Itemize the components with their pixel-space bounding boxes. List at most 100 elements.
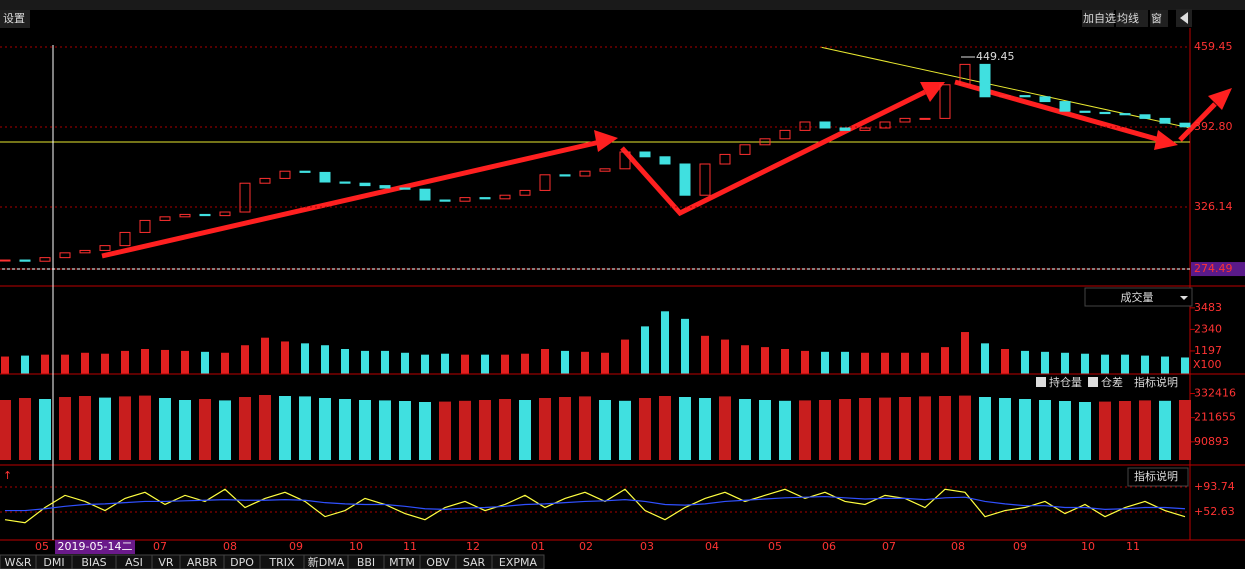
up-arrow-icon: ↑ xyxy=(3,469,12,482)
candle xyxy=(859,127,871,131)
unit-label: X100 xyxy=(1193,358,1222,371)
tab-label[interactable]: ASI xyxy=(125,556,143,569)
help-label[interactable]: 指标说明 xyxy=(1134,469,1178,483)
tab-label[interactable]: ARBR xyxy=(187,556,218,569)
month-label: 09 xyxy=(1013,540,1027,553)
tab-label[interactable]: EXPMA xyxy=(499,556,538,569)
y-tick-label: 1197 xyxy=(1194,344,1222,357)
arrow xyxy=(101,139,601,259)
indicator-dropdown[interactable] xyxy=(1084,287,1193,307)
oi-bar xyxy=(919,396,931,460)
arrow-head xyxy=(1154,130,1178,150)
y-tick-label: +52.63 xyxy=(1194,505,1235,518)
month-label: 05 xyxy=(768,540,782,553)
tab-label[interactable]: SAR xyxy=(463,556,486,569)
settings-button[interactable] xyxy=(0,10,30,28)
oi-bar xyxy=(359,400,371,460)
volume-bar xyxy=(81,352,89,374)
tab-label[interactable]: BBI xyxy=(357,556,375,569)
oi-bar xyxy=(279,396,291,460)
candle xyxy=(1119,113,1131,116)
toolbar-button-label[interactable]: 加自选 xyxy=(1083,12,1116,25)
dropdown-label[interactable]: 成交量 xyxy=(1121,290,1154,304)
y-tick-label: 2340 xyxy=(1194,322,1222,335)
option-label[interactable]: 持仓量 xyxy=(1049,375,1082,389)
tab-label[interactable]: W&R xyxy=(4,556,31,569)
tab-label[interactable]: DPO xyxy=(230,556,254,569)
top-toolbar xyxy=(0,0,1245,10)
y-tick-label: 3483 xyxy=(1194,301,1222,314)
candle xyxy=(599,168,611,172)
toolbar-button[interactable] xyxy=(1116,10,1148,27)
volume-bar xyxy=(101,353,109,374)
volume-bar xyxy=(721,339,729,374)
month-label: 07 xyxy=(153,540,167,553)
oi-bar xyxy=(679,397,691,460)
candle xyxy=(239,182,251,213)
volume-bar xyxy=(821,351,829,374)
help-label[interactable]: 指标说明 xyxy=(1134,375,1178,389)
volume-bar xyxy=(221,352,229,374)
volume-bar xyxy=(421,354,429,374)
candle xyxy=(839,127,851,131)
volume-bar xyxy=(661,311,669,374)
volume-bar xyxy=(41,354,49,374)
volume-bar xyxy=(801,350,809,374)
tab-label[interactable]: TRIX xyxy=(268,556,295,569)
checkbox[interactable] xyxy=(1036,377,1046,387)
candle xyxy=(799,121,811,131)
toolbar-button[interactable] xyxy=(1150,10,1168,27)
toolbar-button-label[interactable]: 均线 xyxy=(1117,11,1139,25)
tab-label[interactable]: VR xyxy=(158,556,174,569)
oi-bar xyxy=(899,397,911,460)
oi-bar xyxy=(339,399,351,460)
month-label: 06 xyxy=(822,540,836,553)
oi-bar xyxy=(619,400,631,460)
indicator-tab[interactable] xyxy=(491,554,545,569)
oi-bar xyxy=(859,398,871,460)
candle xyxy=(939,84,951,119)
candle xyxy=(1179,122,1191,128)
oi-bar xyxy=(779,400,791,460)
tab-label[interactable]: 新DMA xyxy=(308,555,345,569)
candle xyxy=(439,199,451,202)
candle xyxy=(1019,95,1031,98)
arrow-head xyxy=(594,130,618,152)
tab-label[interactable]: DMI xyxy=(43,556,64,569)
volume-bar xyxy=(161,349,169,374)
oi-bar xyxy=(159,398,171,460)
option-label[interactable]: 仓差 xyxy=(1101,375,1123,389)
oi-bar xyxy=(519,400,531,460)
arrow xyxy=(620,89,927,217)
oi-bar xyxy=(799,400,811,460)
settings-label[interactable]: 设置 xyxy=(3,12,25,25)
candle xyxy=(419,188,431,201)
volume-bar xyxy=(1121,354,1129,374)
checkbox[interactable] xyxy=(1088,377,1098,387)
toolbar-button-label[interactable]: 窗 xyxy=(1151,11,1162,25)
tab-label[interactable]: BIAS xyxy=(81,556,106,569)
candle xyxy=(0,259,11,262)
price-highlight xyxy=(1191,262,1245,277)
volume-bar xyxy=(921,352,929,374)
help-button[interactable] xyxy=(1127,467,1189,487)
tab-label[interactable]: MTM xyxy=(389,556,415,569)
oi-bar xyxy=(39,399,51,460)
oi-bar xyxy=(639,398,651,460)
y-tick-label: 274.49 xyxy=(1194,262,1233,275)
oi-bar xyxy=(399,401,411,460)
toolbar-button[interactable] xyxy=(1082,10,1114,27)
y-tick-label: 459.45 xyxy=(1194,40,1233,53)
candle xyxy=(1139,114,1151,119)
tab-label[interactable]: OBV xyxy=(426,556,450,569)
volume-bar xyxy=(321,345,329,374)
arrow-head xyxy=(920,82,945,102)
month-label: 01 xyxy=(531,540,545,553)
oi-bar xyxy=(419,402,431,460)
month-label: 12 xyxy=(466,540,480,553)
volume-bar xyxy=(561,350,569,374)
volume-bar xyxy=(961,332,969,374)
volume-bar xyxy=(881,352,889,374)
month-label: 08 xyxy=(951,540,965,553)
